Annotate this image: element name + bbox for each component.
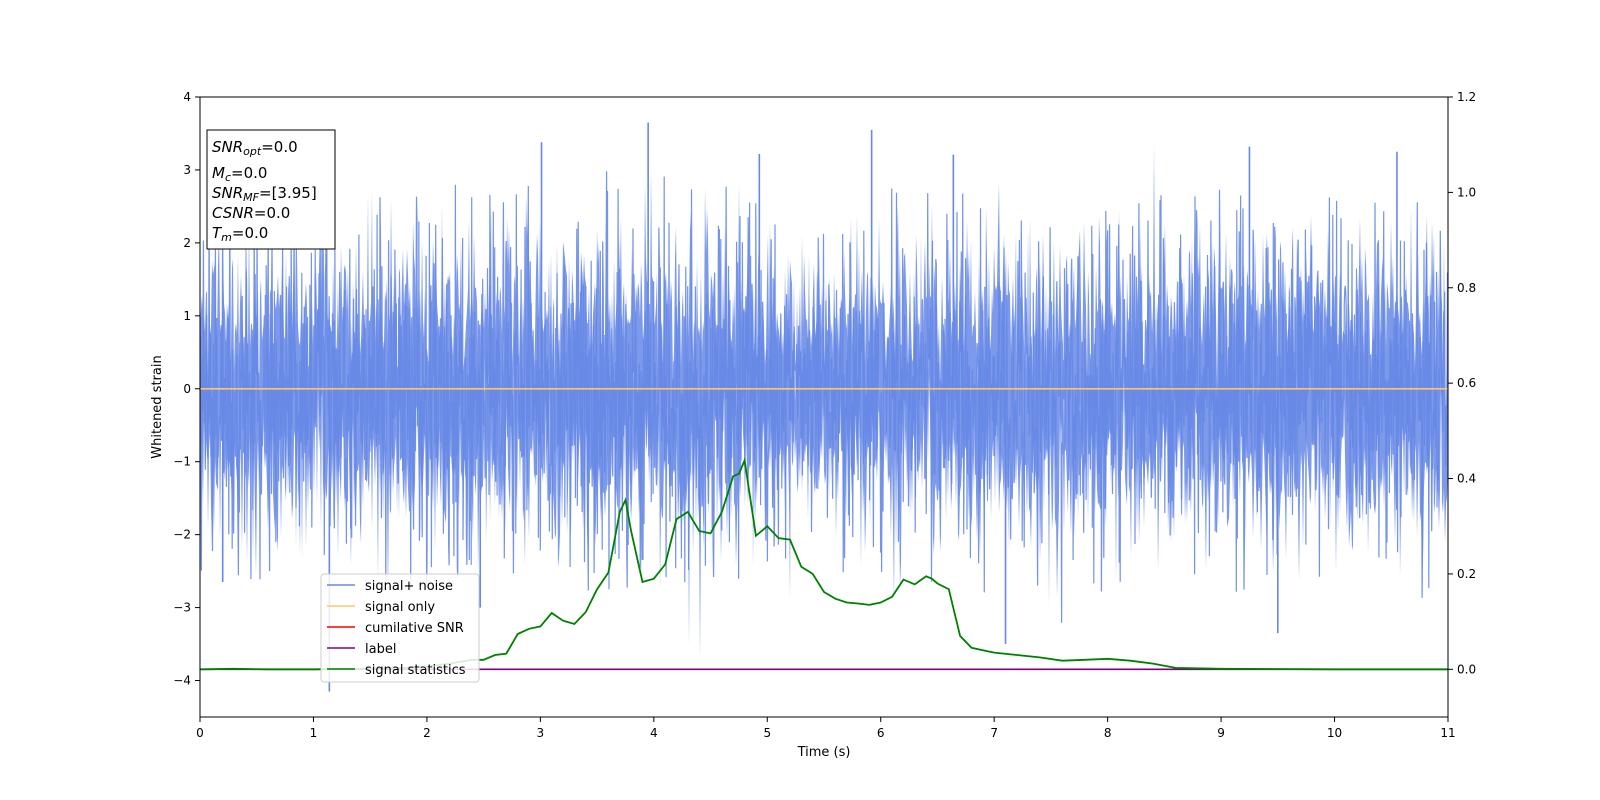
y2-tick-label: 0.8 [1457,281,1476,295]
y-tick-label: 3 [183,163,191,177]
info-box: SNRopt=0.0 Mc=0.0 SNRMF=[3.95] CSNR=0.0 … [206,129,336,250]
x-tick-label: 3 [537,726,545,740]
info-snr-opt: SNRopt=0.0 [212,138,298,158]
y-tick-label: 0 [183,382,191,396]
y-axis-left: 4 3 2 1 0 −1 −2 −3 −4 [173,90,200,688]
info-tm: Tm=0.0 [212,224,268,244]
legend-label-cumulative-snr: cumilative SNR [365,621,464,636]
x-tick-label: 7 [990,726,998,740]
y2-tick-label: 1.0 [1457,185,1476,199]
legend-label-signal-only: signal only [365,600,435,615]
legend-label-label: label [365,642,396,657]
legend-label-signal-noise: signal+ noise [365,579,453,594]
x-tick-label: 4 [650,726,658,740]
info-chirp-mass: Mc=0.0 [212,164,267,184]
info-box-frame [206,129,336,250]
x-tick-label: 11 [1440,726,1455,740]
y2-tick-label: 0.2 [1457,567,1476,581]
y-tick-label: 4 [183,90,191,104]
info-csnr: CSNR=0.0 [212,204,290,222]
y2-tick-label: 1.2 [1457,90,1476,104]
x-tick-label: 2 [423,726,431,740]
y-tick-label: 2 [183,236,191,250]
x-tick-label: 1 [310,726,318,740]
y-tick-label: −1 [173,455,191,469]
info-snr-mf: SNRMF=[3.95] [212,184,317,204]
legend-frame [320,573,480,683]
y-tick-label: −2 [173,528,191,542]
y-tick-label: −3 [173,601,191,615]
x-tick-label: 0 [196,726,204,740]
x-axis: 0 1 2 3 4 5 6 7 8 9 10 11 [196,717,1456,740]
signal-statistics-line [200,457,1448,671]
x-axis-label: Time (s) [797,745,851,760]
signal-noise-line [200,171,1448,623]
legend: signal+ noise signal only cumilative SNR… [320,573,480,683]
y-axis-label: Whitened strain [150,355,165,458]
plot-frame [199,96,1449,718]
x-tick-label: 5 [763,726,771,740]
signal-noise-peaks [221,122,1398,692]
legend-label-signal-statistics: signal statistics [365,663,466,678]
y-axis-right: 1.2 1.0 0.8 0.6 0.4 0.2 0.0 [1448,90,1476,676]
x-tick-label: 6 [877,726,885,740]
y-tick-label: 1 [183,309,191,323]
y2-tick-label: 0.4 [1457,472,1476,486]
x-tick-label: 8 [1104,726,1112,740]
x-tick-label: 10 [1327,726,1342,740]
y2-tick-label: 0.0 [1457,662,1476,676]
y2-tick-label: 0.6 [1457,376,1476,390]
x-tick-label: 9 [1217,726,1225,740]
y-tick-label: −4 [173,674,191,688]
